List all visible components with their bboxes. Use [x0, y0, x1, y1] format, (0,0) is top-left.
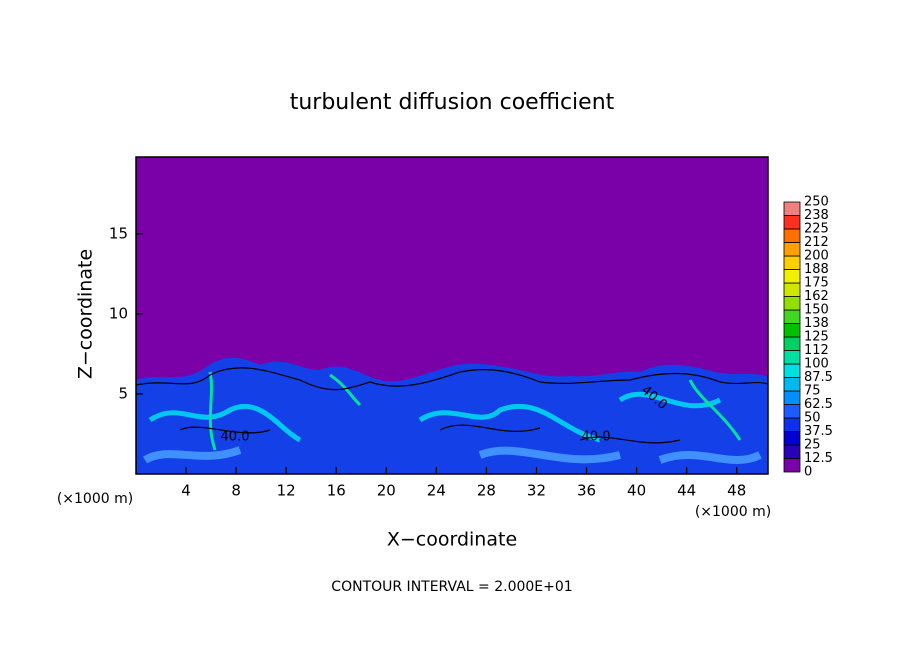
contour-label: 40.0	[582, 430, 611, 445]
x-tick-label: 12	[277, 482, 296, 500]
x-tick-label: 16	[327, 482, 346, 500]
colorbar-label: 25	[804, 438, 821, 453]
colorbar-box	[783, 363, 801, 378]
x-tick-label: 28	[477, 482, 496, 500]
x-axis-label: X−coordinate	[387, 529, 517, 551]
colorbar-label: 250	[804, 195, 829, 210]
colorbar-box	[783, 269, 801, 284]
y-tick-label: 5	[118, 384, 128, 402]
colorbar-label: 150	[804, 303, 829, 318]
y-axis-label: Z−coordinate	[75, 249, 97, 379]
colorbar-box	[783, 350, 801, 365]
colorbar-box	[783, 390, 801, 405]
x-tick-label: 20	[377, 482, 396, 500]
footer: CONTOUR INTERVAL = 2.000E+01	[331, 579, 572, 595]
colorbar-box	[783, 431, 801, 446]
colorbar-label: 0	[804, 465, 812, 480]
colorbar-box	[783, 201, 801, 216]
colorbar-box	[783, 255, 801, 270]
x-tick-label: 44	[677, 482, 696, 500]
colorbar-label: 162	[804, 289, 829, 304]
colorbar-box	[783, 228, 801, 243]
colorbar-box	[783, 282, 801, 297]
contour-label: 40.0	[221, 430, 250, 445]
colorbar-label: 212	[804, 235, 829, 250]
y-tick-label: 10	[109, 304, 128, 322]
y-unit: (×1000 m)	[57, 491, 133, 507]
x-tick-label: 36	[577, 482, 596, 500]
colorbar-box	[783, 377, 801, 392]
colorbar-label: 37.5	[804, 424, 833, 439]
x-tick-label: 40	[627, 482, 646, 500]
field	[135, 357, 769, 474]
colorbar-box	[783, 323, 801, 338]
colorbar-label: 87.5	[804, 370, 833, 385]
colorbar-box	[783, 444, 801, 459]
colorbar-label: 100	[804, 357, 829, 372]
colorbar-label: 75	[804, 384, 821, 399]
colorbar-box	[783, 309, 801, 324]
plot-frame	[135, 156, 769, 475]
colorbar-box	[783, 458, 801, 473]
colorbar-box	[783, 417, 801, 432]
colorbar-label: 12.5	[804, 451, 833, 466]
colorbar-box	[783, 296, 801, 311]
colorbar-label: 62.5	[804, 397, 833, 412]
colorbar-label: 138	[804, 316, 829, 331]
y-tick-label: 15	[109, 224, 128, 242]
x-tick-label: 8	[231, 482, 241, 500]
colorbar-label: 188	[804, 262, 829, 277]
chart-title: turbulent diffusion coefficient	[290, 90, 615, 115]
colorbar-label: 125	[804, 330, 829, 345]
colorbar-box	[783, 215, 801, 230]
colorbar-label: 175	[804, 276, 829, 291]
x-tick-label: 4	[181, 482, 191, 500]
colorbar-box	[783, 336, 801, 351]
x-unit: (×1000 m)	[695, 504, 771, 520]
colorbar-box	[783, 404, 801, 419]
colorbar-label: 50	[804, 411, 821, 426]
colorbar-label: 200	[804, 249, 829, 264]
colorbar-label: 112	[804, 343, 829, 358]
x-tick-label: 48	[727, 482, 746, 500]
colorbar-box	[783, 242, 801, 257]
colorbar-label: 238	[804, 208, 829, 223]
x-tick-label: 24	[427, 482, 446, 500]
x-tick-label: 32	[527, 482, 546, 500]
colorbar-label: 225	[804, 222, 829, 237]
